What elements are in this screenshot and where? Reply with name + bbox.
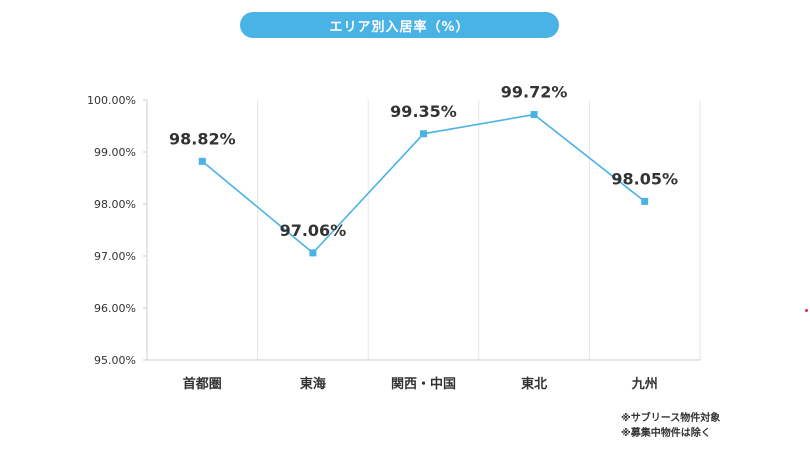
data-point [198,157,206,165]
data-label: 99.35% [390,102,457,121]
chart-title: エリア別入居率（%） [240,12,559,38]
data-label: 97.06% [280,221,347,240]
x-tick-label: 九州 [631,377,658,392]
decorative-dot [805,309,808,312]
y-tick-label: 96.00% [94,302,136,315]
data-point [641,197,649,205]
footnote-vacant-excluded: ※募集中物件は除く [621,428,711,439]
data-point [309,249,317,257]
data-label: 98.82% [169,129,236,148]
y-tick-label: 98.00% [94,198,136,211]
y-tick-label: 95.00% [94,354,136,367]
data-point [420,130,427,138]
data-label: 98.05% [611,169,678,188]
data-point [530,111,538,119]
y-tick-label: 100.00% [87,94,136,107]
x-tick-label: 東海 [300,376,326,392]
data-label: 99.72% [501,83,568,102]
footnotes: ※サブリース物件対象 ※募集中物件は除く [621,411,720,441]
y-tick-label: 97.00% [94,250,136,263]
footnote-sublease: ※サブリース物件対象 [621,413,721,424]
x-tick-label: 関西・中国 [391,376,456,392]
y-tick-label: 99.00% [94,146,136,159]
x-tick-label: 首都圏 [183,376,222,392]
x-tick-label: 東北 [521,376,547,392]
